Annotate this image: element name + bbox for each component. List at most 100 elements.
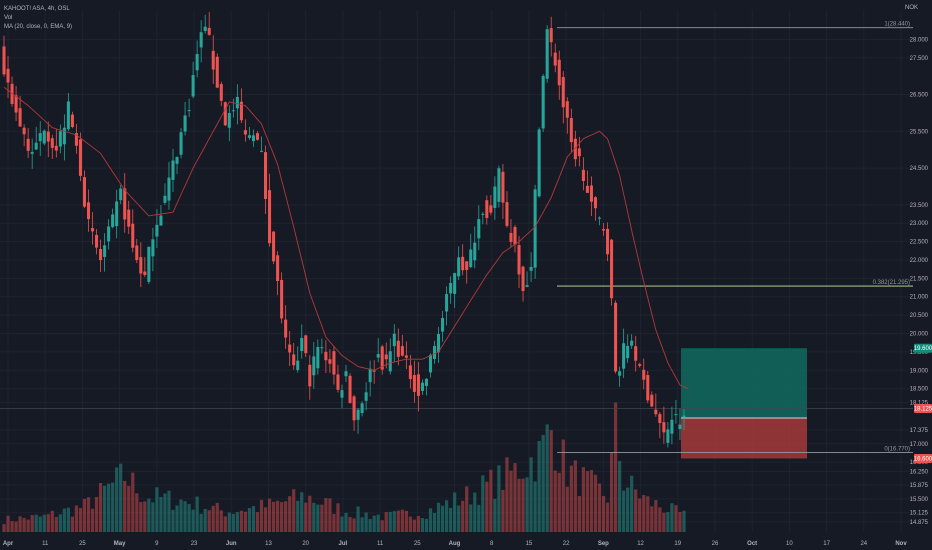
time-axis[interactable]: Apr 11 25 May 9 23 Jun 13 20 Jul 11 25 Aug 8 15 22 Sep 12… [3,541,907,547]
volume-bar [481,475,485,532]
volume-bar [388,511,392,532]
candle-body [396,340,400,357]
volume-bar [412,519,417,532]
volume-bar [658,507,662,532]
volume-bar [618,460,622,532]
candle-body [577,148,581,157]
volume-bar [384,512,388,532]
volume-bar [404,510,408,532]
price-tag [914,453,932,463]
volume-bar [521,478,525,532]
candle-body [135,245,139,260]
candle-body [300,337,304,352]
volume-bar [360,517,364,532]
candle-body [352,396,356,421]
volume-bar [284,501,288,532]
volume-bar [368,519,372,532]
volume-bar [219,510,223,532]
candle-body [392,333,396,347]
volume-bar [247,508,252,532]
volume-bar [183,501,187,532]
candle-body [288,344,292,353]
candle-body [199,32,203,48]
volume-bar [662,512,666,532]
candle-body [428,354,433,373]
price-tick-label: 26.500 [910,93,929,99]
candle-body [78,139,82,176]
volume-bar [461,500,465,532]
volume-bar [440,505,445,532]
candle-body [388,351,392,372]
candle-body [127,209,131,227]
moving-average-line [3,86,689,390]
volume-bar [312,502,316,532]
candle-body [573,138,577,160]
volume-legend[interactable]: Vol [4,15,13,21]
volume-bar [292,489,296,532]
candle-body [211,50,215,70]
volume-bar [501,489,505,532]
long-position-tool[interactable] [0,348,913,459]
volume-bar [26,519,30,532]
volume-bar [577,495,581,532]
volume-bar [320,504,324,532]
candle-body [151,239,155,257]
candle-body [183,115,187,132]
ma-legend[interactable]: MA (20, close, 0, EMA, 9) [4,24,73,30]
candle-body [280,279,284,319]
volume-bar [537,440,541,532]
volume-bar [78,508,83,532]
fibonacci-levels[interactable]: 1(28.440) 0.382(21.295) 0(16.770) [557,22,913,454]
candle-body [569,118,573,143]
candle-body [272,231,276,262]
volume-bar [650,506,654,532]
candle-body [324,351,328,361]
volume-bar [86,497,91,532]
volume-bar [107,483,111,532]
volume-bar [22,517,26,532]
candle-body [107,226,111,242]
candle-body [654,409,658,415]
candle-body [296,360,300,371]
price-axis[interactable]: 28.000 27.500 26.500 25.500 24.500 23.500 23.0… [910,37,929,525]
candle-body [82,177,87,207]
candle-body [589,185,593,202]
volume-bar [449,507,453,532]
volume-bar [344,512,348,532]
volume-bar [545,424,549,532]
candle-body [147,246,151,282]
candle-body [509,232,513,242]
volume-bar [175,505,179,532]
candle-body [473,242,477,261]
candle-body [304,335,308,354]
candle-body [119,188,123,201]
candle-body [445,294,449,312]
candle-body [344,371,348,377]
volume-bar [235,512,239,532]
candle-body [171,160,175,180]
candle-body [469,249,473,268]
volume-bar [263,507,268,532]
volume-bar [46,514,50,532]
candle-body [545,29,549,79]
price-tick-label: 22.500 [910,240,929,246]
symbol-title[interactable]: KAHOOT! ASA, 4h, OSL [4,6,70,12]
volume-bar [131,472,135,532]
volume-bar [58,514,62,532]
candle-body [223,102,227,126]
price-tick-label: 21.000 [910,295,929,301]
price-tick-label: 22.000 [910,258,929,264]
volume-bar [255,512,260,532]
price-tick-label: 20.500 [910,313,929,319]
volume-bar [597,483,602,532]
volume-bar [473,492,477,532]
candle-body [626,345,630,359]
volume-bar [396,510,400,532]
candle-body [376,354,380,358]
price-tick-label: 20.000 [910,331,929,337]
volume-bar [533,481,537,532]
candle-body [433,345,437,359]
volume-bar [203,508,207,532]
candle-body [481,213,485,215]
